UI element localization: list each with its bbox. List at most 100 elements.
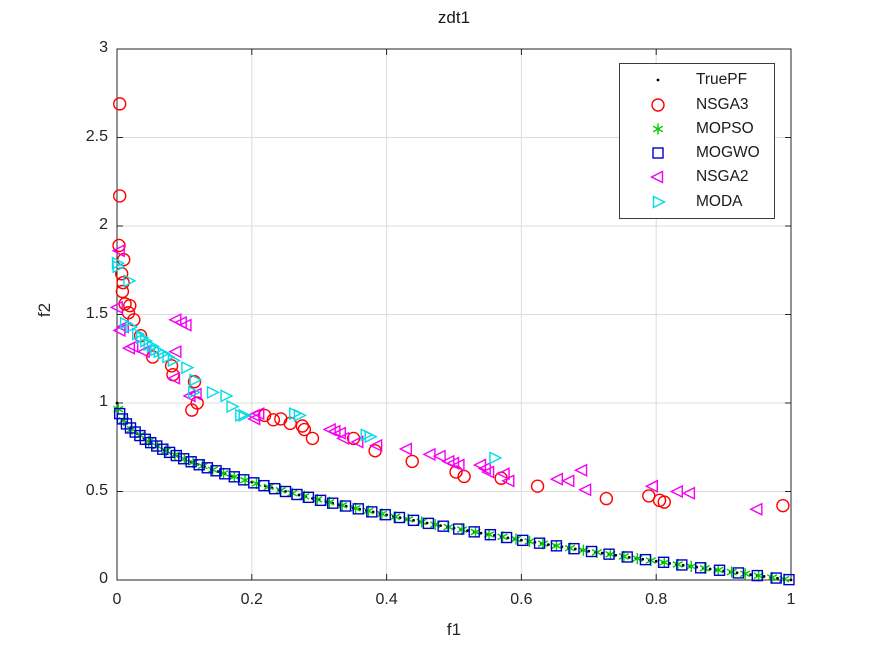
asterisk-marker xyxy=(686,560,697,572)
square-marker xyxy=(468,526,480,538)
point-marker xyxy=(479,531,483,535)
triangle-left-marker xyxy=(501,474,515,488)
triangle-right-marker xyxy=(140,334,154,348)
triangle-left-marker xyxy=(681,486,696,500)
asterisk-marker xyxy=(739,568,751,580)
point-marker xyxy=(425,521,429,525)
x-axis-label: f1 xyxy=(446,620,462,639)
square-marker xyxy=(379,508,391,521)
triangle-left-marker xyxy=(332,426,346,440)
triangle-right-marker xyxy=(167,353,182,368)
square-marker xyxy=(366,506,378,518)
square-marker xyxy=(422,517,435,530)
square-marker xyxy=(185,456,197,468)
square-marker xyxy=(170,449,183,462)
triangle-right-marker xyxy=(112,260,126,274)
point-marker xyxy=(439,524,442,528)
legend-item-mogwo: MOGWO xyxy=(620,141,774,165)
circle-marker xyxy=(297,422,312,437)
circle-marker xyxy=(164,359,179,373)
legend-item-nsga3: NSGA3 xyxy=(620,92,774,116)
triangle-left-marker xyxy=(445,456,460,470)
square-marker xyxy=(269,482,281,495)
asterisk-marker xyxy=(618,550,630,563)
square-marker xyxy=(453,523,465,535)
asterisk-legend-icon xyxy=(652,123,664,135)
triangle-left-legend-icon xyxy=(649,170,664,185)
square-marker xyxy=(279,485,292,498)
square-marker xyxy=(676,559,688,571)
point-marker xyxy=(654,559,658,563)
asterisk-marker xyxy=(350,502,361,514)
square-marker xyxy=(639,553,652,566)
asterisk-marker xyxy=(766,571,778,584)
y-tick-label: 1.5 xyxy=(85,304,108,322)
square-marker xyxy=(751,569,763,582)
legend-item-mopso: MOPSO xyxy=(620,117,774,141)
triangle-left-marker xyxy=(109,300,123,315)
legend-label: MOGWO xyxy=(696,144,760,162)
point-legend-icon xyxy=(656,78,660,82)
triangle-right-marker xyxy=(238,408,252,423)
asterisk-marker xyxy=(551,540,562,552)
triangle-left-marker xyxy=(111,244,125,258)
square-marker xyxy=(157,443,169,455)
x-tick-label: 0.2 xyxy=(240,591,263,608)
triangle-right-marker xyxy=(293,408,308,423)
asterisk-marker xyxy=(456,523,468,536)
square-marker xyxy=(500,531,513,544)
legend-label: MOPSO xyxy=(696,119,754,137)
square-marker xyxy=(484,528,497,541)
point-marker xyxy=(681,563,685,567)
triangle-left-marker xyxy=(398,442,413,456)
triangle-left-marker xyxy=(350,435,364,449)
triangle-left-marker xyxy=(336,431,350,446)
point-marker xyxy=(466,529,469,533)
circle-legend-icon xyxy=(651,97,665,112)
point-marker xyxy=(708,567,712,571)
square-marker xyxy=(163,446,176,459)
square-marker xyxy=(437,520,449,532)
triangle-left-marker xyxy=(188,387,202,401)
y-tick-label: 0 xyxy=(99,570,108,587)
point-marker xyxy=(506,536,510,540)
legend-box: TruePF NSGA3 MOPSO MOGWO NSGA2 MODA xyxy=(619,63,775,219)
triangle-right-marker xyxy=(187,385,202,400)
triangle-left-marker xyxy=(432,449,446,463)
triangle-right-marker xyxy=(123,274,137,288)
legend-item-nsga2: NSGA2 xyxy=(620,165,774,189)
triangle-right-marker xyxy=(157,346,171,361)
square-marker xyxy=(621,551,633,563)
square-marker xyxy=(783,573,795,586)
triangle-left-marker xyxy=(578,483,592,497)
triangle-right-marker xyxy=(132,327,146,341)
asterisk-marker xyxy=(537,538,549,550)
square-marker xyxy=(291,488,303,501)
circle-marker xyxy=(776,498,790,513)
x-tick-label: 0 xyxy=(112,591,122,608)
point-marker xyxy=(412,518,415,522)
square-marker xyxy=(393,511,406,524)
triangle-right-legend-icon xyxy=(652,195,667,209)
point-marker xyxy=(641,557,645,561)
circle-marker xyxy=(657,495,671,509)
triangle-left-marker xyxy=(327,424,341,438)
triangle-right-marker xyxy=(206,385,221,400)
triangle-left-marker xyxy=(369,438,383,453)
triangle-right-marker xyxy=(235,408,249,423)
square-marker xyxy=(258,479,270,492)
square-marker xyxy=(713,564,726,576)
circle-marker xyxy=(115,284,130,299)
legend-item-moda: MODA xyxy=(620,190,774,214)
y-tick-label: 2 xyxy=(99,216,108,233)
circle-marker xyxy=(530,479,545,493)
square-marker xyxy=(694,562,707,574)
point-marker xyxy=(735,571,739,575)
y-tick-label: 2.5 xyxy=(85,127,108,145)
series-mopso xyxy=(113,403,790,585)
asterisk-marker xyxy=(659,556,670,569)
legend-label: NSGA2 xyxy=(696,168,749,186)
circle-marker xyxy=(112,97,127,111)
legend-label: NSGA3 xyxy=(696,95,749,113)
square-marker xyxy=(352,503,364,515)
